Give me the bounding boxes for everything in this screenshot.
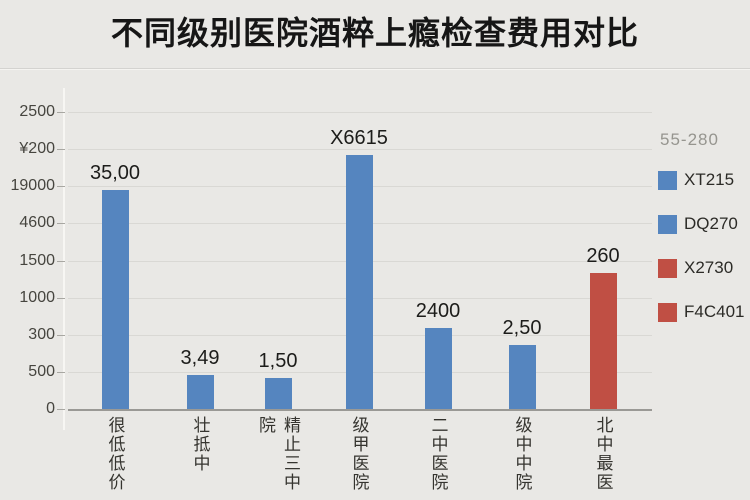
y-tick-label: 1500 (19, 251, 55, 269)
legend-swatch (658, 170, 677, 190)
y-axis-line (63, 88, 65, 430)
x-axis-baseline (68, 409, 652, 411)
bar-5 (425, 328, 452, 409)
y-tick-mark (57, 371, 65, 373)
bar-4 (346, 155, 373, 409)
x-category-label: 精止三中院 (256, 416, 300, 492)
legend-item: X2730 (658, 258, 750, 278)
y-tick-label: 300 (28, 325, 55, 343)
x-category-label: 级中中院 (512, 416, 532, 492)
bar-6 (509, 345, 536, 409)
gridline (68, 149, 652, 151)
legend-items-group: XT215 DQ270 X2730 F4C401 (658, 170, 750, 322)
x-category-label: 很低低价 (105, 416, 125, 492)
legend-item: DQ270 (658, 214, 750, 234)
y-tick-mark (57, 149, 65, 151)
y-tick-mark (57, 260, 65, 262)
legend-label: F4C401 (684, 302, 745, 321)
legend-swatch (658, 214, 677, 234)
bar-3 (265, 378, 292, 409)
bar-value-label: 1,50 (258, 350, 298, 372)
legend-label: XT215 (684, 170, 735, 189)
y-tick-label: 500 (28, 362, 55, 380)
y-tick-label: ¥200 (19, 140, 55, 158)
plot-area: 2500 ¥200 19000 4600 1500 1000 300 500 0 35,00 3,… (0, 68, 750, 500)
y-tick-label: 1000 (19, 288, 55, 306)
bar-value-label: 2,50 (502, 317, 542, 339)
y-tick-mark (57, 112, 65, 113)
legend-item: F4C401 (658, 302, 750, 322)
bar-2 (187, 375, 214, 409)
legend-item: XT215 (658, 170, 750, 190)
x-category-label: 壮抵中 (190, 416, 210, 473)
bar-value-label: 260 (586, 245, 620, 267)
legend-header: 55-280 (660, 130, 719, 149)
x-category-label: 北中最医 (593, 416, 613, 492)
y-tick-mark (57, 334, 65, 336)
bar-value-label: 3,49 (180, 347, 220, 369)
legend-swatch (658, 258, 677, 278)
y-tick-label: 2500 (19, 103, 55, 120)
page-title: 不同级别医院酒粹上瘾检查费用对比 (110, 15, 639, 51)
y-tick-mark (57, 223, 65, 225)
bar-7 (590, 273, 617, 409)
y-tick-label: 0 (46, 400, 55, 417)
y-tick-mark (57, 409, 65, 410)
legend-swatch (658, 302, 677, 322)
legend: 55-280 XT215 DQ270 X2730 F4C401 (658, 130, 750, 346)
title-band: 不同级别医院酒粹上瘾检查费用对比 (0, 0, 750, 69)
bar-value-label: X6615 (330, 127, 388, 149)
x-category-label: 二中医院 (428, 416, 448, 492)
bar-value-label: 35,00 (89, 162, 141, 184)
gridline (68, 112, 652, 113)
legend-label: DQ270 (684, 214, 738, 233)
y-tick-mark (57, 297, 65, 299)
legend-label: X2730 (684, 258, 734, 277)
y-tick-label: 4600 (19, 214, 55, 232)
bar-value-label: 2400 (415, 300, 461, 322)
y-tick-label: 19000 (10, 177, 56, 195)
y-tick-mark (57, 186, 65, 188)
x-category-label: 级甲医院 (349, 416, 369, 492)
bar-1 (102, 190, 129, 409)
